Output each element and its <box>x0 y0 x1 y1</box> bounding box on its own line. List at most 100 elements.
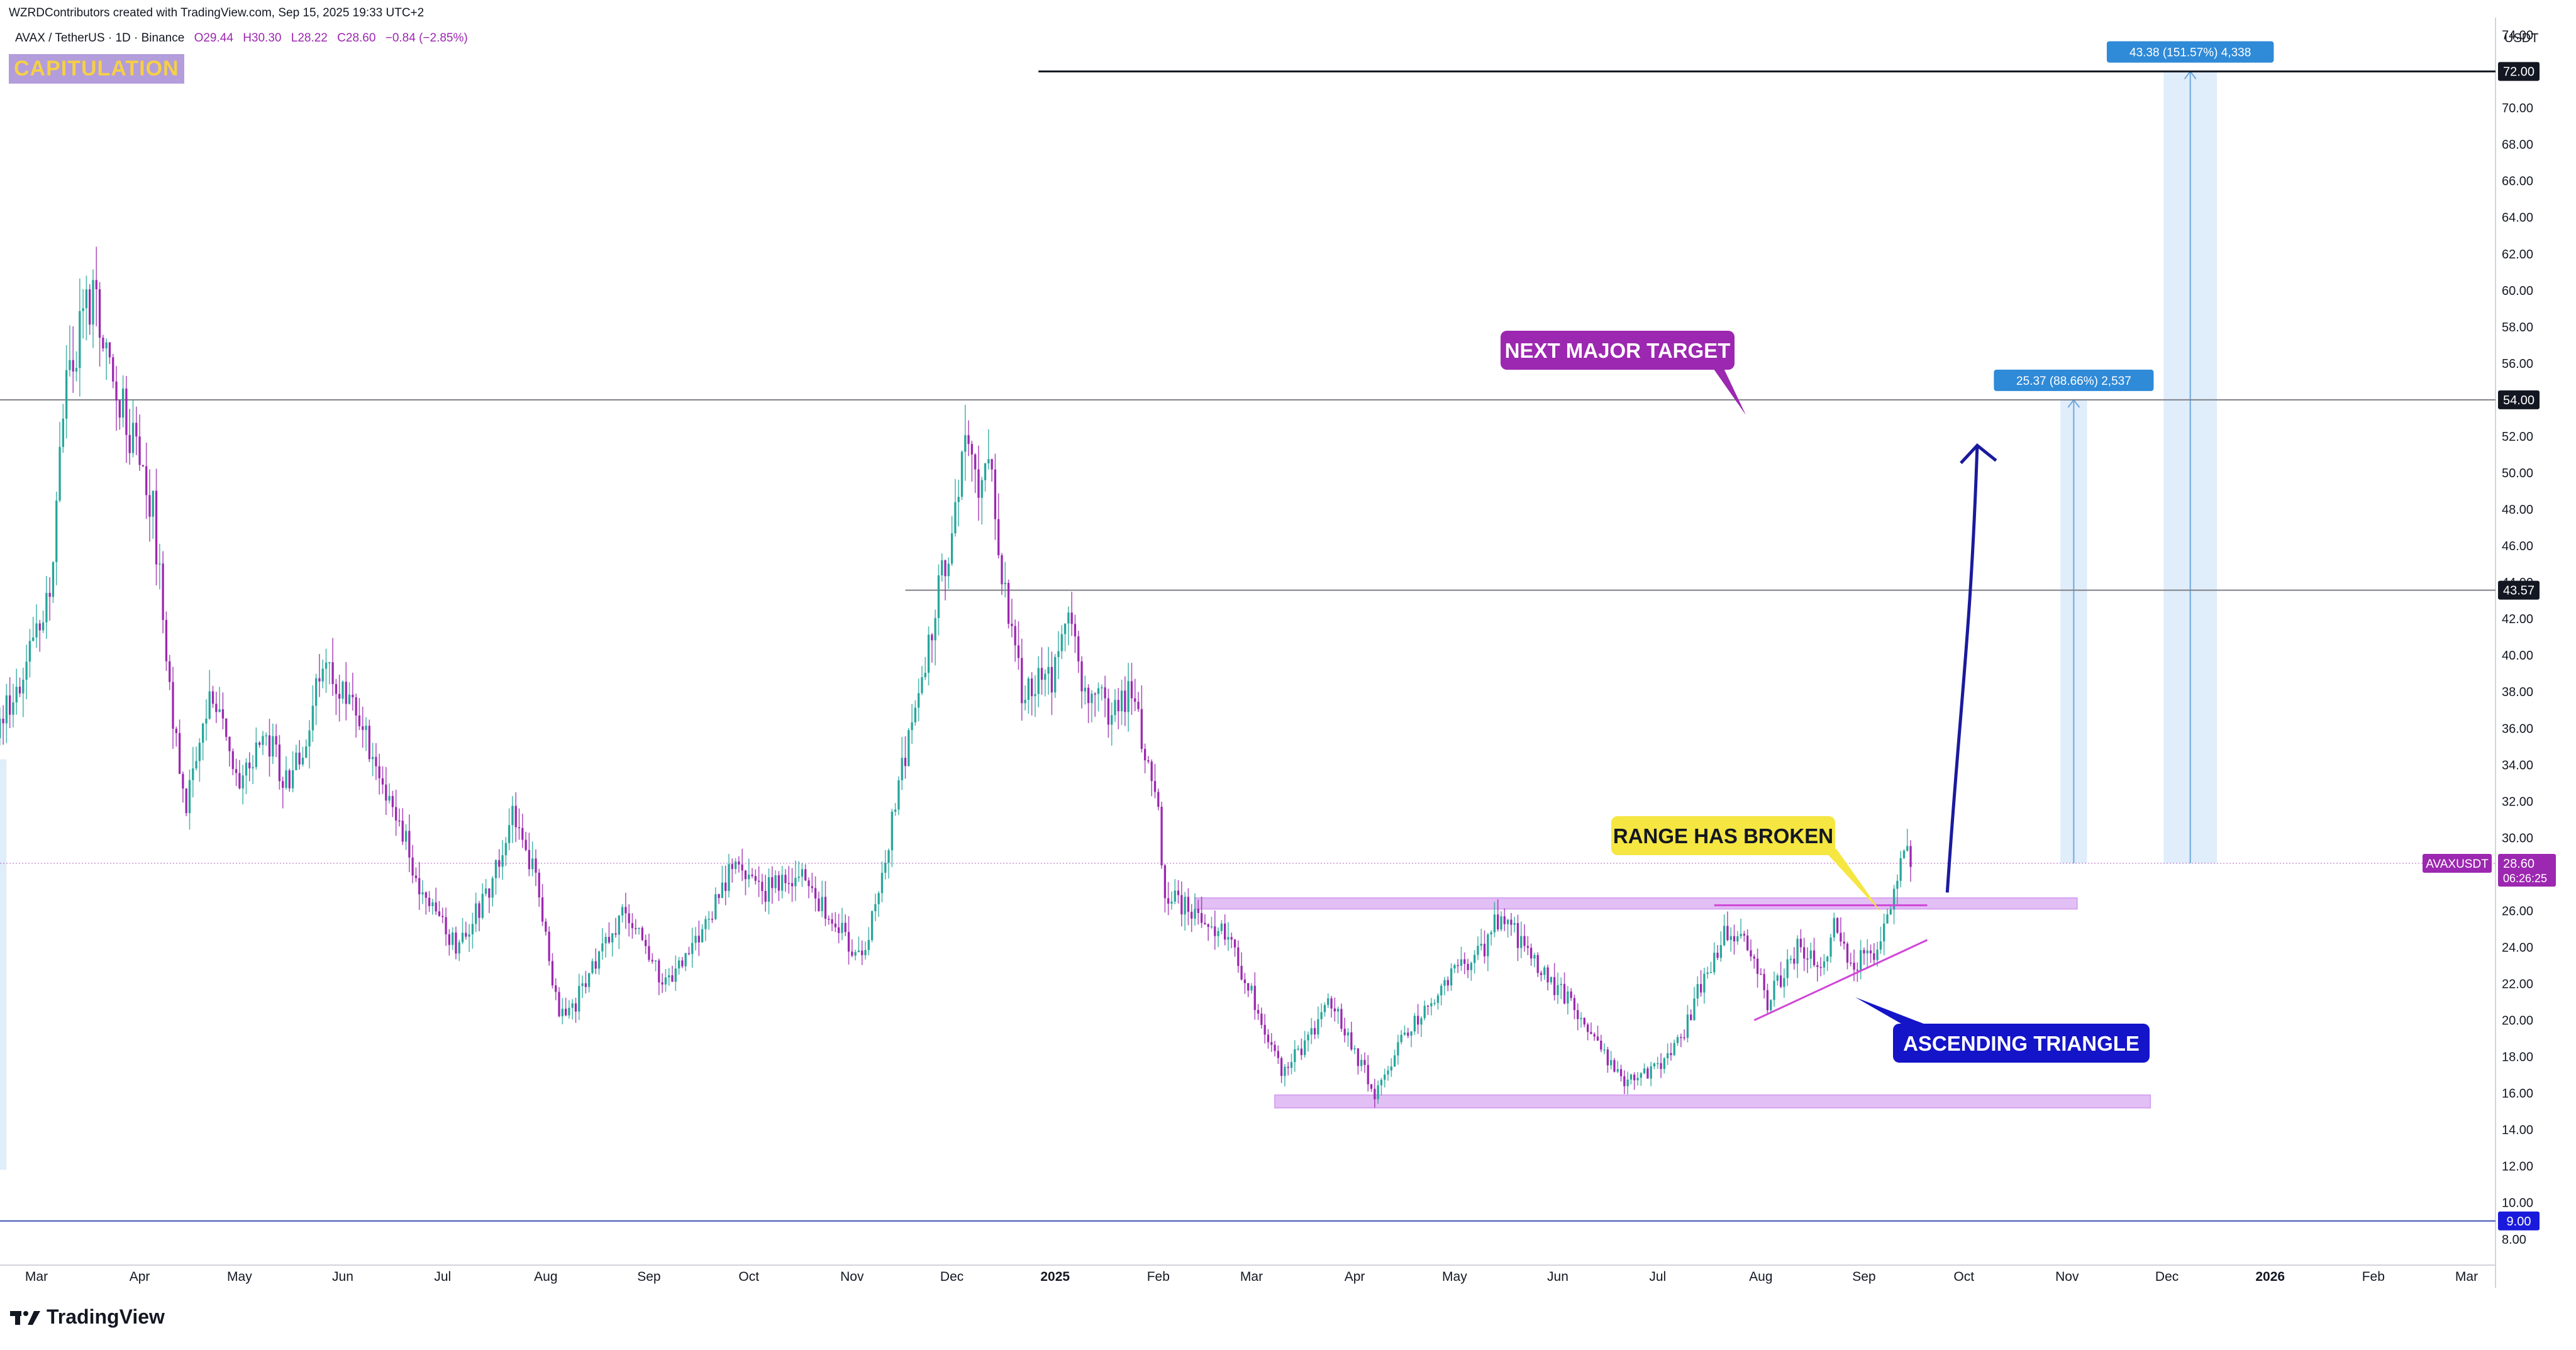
candle-body <box>1663 1058 1665 1070</box>
candle-body <box>1357 1048 1360 1066</box>
symbol-legend[interactable]: AVAX / TetherUS · 1D · Binance O29.44 H3… <box>15 31 474 45</box>
candle-body <box>921 677 923 694</box>
price-tick-label: 16.00 <box>2502 1087 2533 1101</box>
candle-body <box>105 342 108 349</box>
candle-body <box>751 874 753 877</box>
candle-body <box>1027 678 1030 700</box>
candle-body <box>338 694 341 699</box>
candle-body <box>1909 846 1912 867</box>
candle-body <box>847 932 850 952</box>
candle-body <box>1487 934 1489 956</box>
candle-body <box>1177 890 1180 895</box>
candle-body <box>918 693 920 708</box>
candle-body <box>205 718 208 724</box>
price-tick-label: 24.00 <box>2502 941 2533 954</box>
candle-body <box>1779 975 1782 987</box>
candle-body <box>794 878 797 887</box>
candle-body <box>1836 918 1839 933</box>
candle-body <box>1107 698 1110 725</box>
open-value: O29.44 <box>194 31 233 45</box>
candle-body <box>1207 924 1209 927</box>
candle-body <box>262 736 264 745</box>
candle-body <box>1417 1015 1419 1025</box>
candle-body <box>984 463 987 480</box>
candle-body <box>121 388 125 418</box>
candle-body <box>1550 977 1553 983</box>
tradingview-logo[interactable]: TradingView <box>10 1305 165 1329</box>
candle-body <box>202 723 204 743</box>
candle-body <box>1676 1037 1679 1043</box>
candle-body <box>1850 962 1852 964</box>
candle-body <box>1363 1060 1366 1065</box>
candle-body <box>1740 934 1742 936</box>
candle-body <box>1619 1069 1623 1076</box>
candle-body <box>355 697 357 716</box>
candle-body <box>604 937 607 944</box>
candle-body <box>182 773 184 789</box>
candle-body <box>977 469 980 498</box>
candle-body <box>112 357 114 382</box>
candle-body <box>934 618 936 641</box>
candle-body <box>571 1003 574 1008</box>
candle-body <box>641 927 643 940</box>
candle-body <box>1397 1042 1399 1056</box>
candle-body <box>1104 687 1106 699</box>
candle-body <box>681 960 684 966</box>
price-tick-label: 30.00 <box>2502 831 2533 845</box>
candle-body <box>1087 687 1090 704</box>
candle-body <box>1530 948 1533 959</box>
price-tick-label: 40.00 <box>2502 649 2533 663</box>
candle-body <box>578 986 580 1012</box>
projection-arrow-head <box>1960 443 1997 465</box>
candle-body <box>188 780 191 814</box>
candle-body <box>834 923 836 927</box>
candle-body <box>1706 972 1709 974</box>
symbol-name[interactable]: AVAX / TetherUS · 1D · Binance <box>15 31 185 45</box>
candle-body <box>704 919 707 929</box>
candle-body <box>1446 980 1449 986</box>
candle-body <box>1783 978 1785 987</box>
candle-body <box>1503 916 1506 924</box>
candle-body <box>1174 890 1176 902</box>
candle-body <box>52 562 55 597</box>
candle-body <box>381 778 384 785</box>
candle-body <box>731 864 733 869</box>
candle-body <box>1436 995 1440 1003</box>
candle-body <box>584 983 587 987</box>
ascending-triangle-callout-text: ASCENDING TRIANGLE <box>1903 1032 2140 1055</box>
candle-body <box>541 897 544 922</box>
candle-body <box>974 454 977 470</box>
candle-body <box>1267 1034 1270 1043</box>
candle-body <box>664 977 667 985</box>
candle-body <box>345 682 347 704</box>
candle-body <box>941 560 943 576</box>
candle-body <box>744 870 747 880</box>
price-tick-label: 74.00 <box>2502 29 2533 43</box>
candle-body <box>1423 1005 1426 1019</box>
candle-body <box>1077 636 1080 661</box>
candle-body <box>774 875 777 888</box>
candle-body <box>531 858 534 870</box>
candle-body <box>328 662 331 663</box>
range-support-zone <box>1274 1094 2151 1109</box>
candle-body <box>611 933 614 943</box>
candle-body <box>1480 943 1482 946</box>
candle-body <box>1610 1060 1613 1066</box>
candle-body <box>1004 582 1006 585</box>
candle-body <box>811 886 813 888</box>
candle-body <box>508 825 511 843</box>
candle-body <box>452 932 454 945</box>
candle-body <box>1583 1017 1585 1025</box>
candle-body <box>867 939 870 950</box>
candle-body <box>771 877 774 888</box>
candle-body <box>814 888 817 899</box>
candle-body <box>1546 967 1549 983</box>
candle-body <box>401 821 404 842</box>
candle-body <box>555 985 557 992</box>
candle-body <box>1294 1049 1296 1063</box>
candle-body <box>994 469 997 519</box>
candle-body <box>1600 1041 1602 1050</box>
candle-body <box>1170 901 1173 904</box>
